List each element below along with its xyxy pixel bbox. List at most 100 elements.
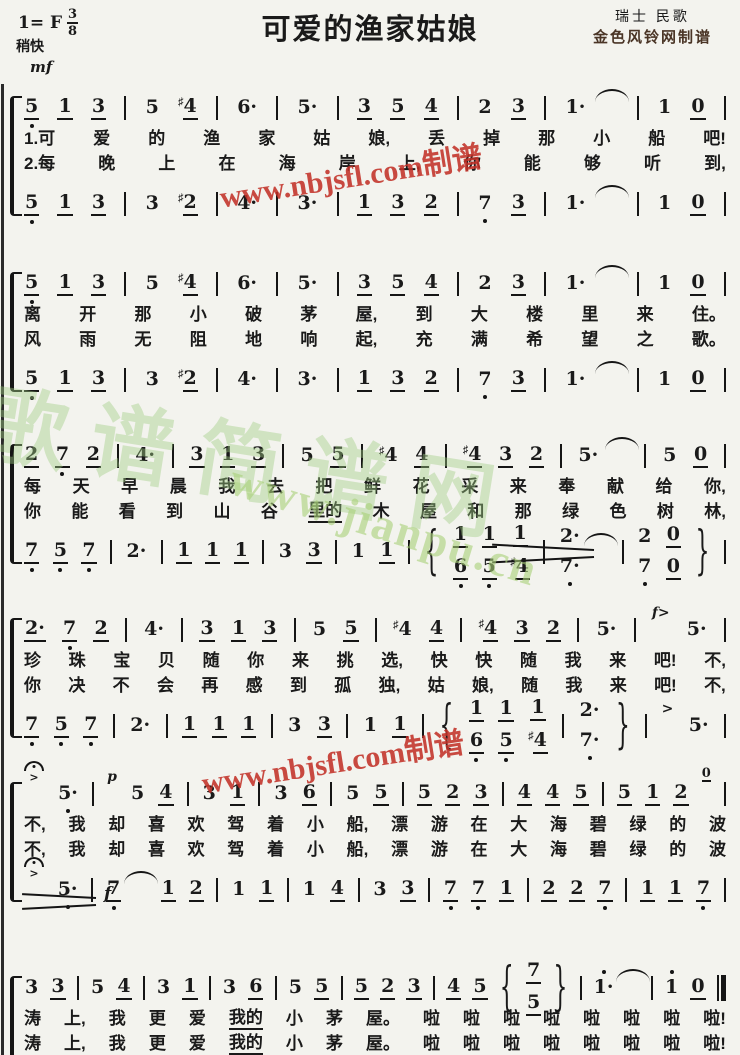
note: 1	[220, 444, 236, 468]
note-value: 7	[597, 878, 613, 902]
lyric-syllable: 爱	[188, 1009, 206, 1028]
note: 1	[351, 539, 366, 563]
note-value: 0	[665, 556, 682, 580]
note: 7	[62, 618, 78, 650]
lyric-syllable: 1.可	[24, 129, 56, 148]
barline	[723, 368, 726, 392]
system-6: 3 3 5 4 3 1 3 6 5 5 5 2 3 4 5{7 5} 1· 1 0 涛上, 我更爱我的小茅屋。啦啦啦啦啦…	[8, 958, 728, 1055]
lyric-syllable: 游	[430, 840, 448, 859]
scan-edge-line	[1, 84, 4, 1055]
note: 1·	[564, 273, 586, 295]
note: 4·	[236, 369, 258, 391]
note: 3	[390, 368, 406, 392]
note: 5	[312, 619, 327, 641]
lyric-syllable: 满	[470, 330, 488, 349]
note-value: 2	[478, 271, 492, 294]
lyric-syllable: 波	[708, 840, 726, 859]
note-value: 5	[390, 272, 406, 296]
note-value: 7	[695, 878, 712, 902]
lyrics-row: 离 开 那 小 破 茅 屋, 到 大 楼 里 来 住。	[24, 300, 726, 325]
meter-denominator: 8	[68, 24, 78, 39]
note: 2·	[559, 526, 581, 548]
lyric-syllable: 珍	[24, 651, 41, 670]
note: 1	[657, 97, 672, 119]
tie-arc	[594, 264, 629, 278]
note: 2·	[129, 715, 151, 737]
sharp-sign: ♯	[462, 444, 469, 456]
note-value: 1	[351, 539, 365, 562]
lyric-syllable: 波	[708, 815, 726, 834]
fraction-line	[67, 22, 79, 24]
note: 1	[498, 698, 514, 722]
note-value: 4	[532, 731, 548, 754]
barline	[432, 976, 435, 1000]
note: 2	[637, 526, 652, 548]
note: 1	[204, 540, 221, 564]
lyric-syllable: 每	[24, 477, 41, 496]
lyric-syllable: 你	[463, 154, 481, 173]
barline	[293, 618, 296, 642]
note-value: 5	[573, 782, 589, 806]
system-bracket	[10, 976, 22, 1055]
lyric-syllable: 小	[306, 815, 324, 834]
note: 3·	[296, 193, 318, 215]
final-barline	[716, 975, 726, 1001]
lyric-syllable: 绿	[629, 840, 647, 859]
note-value: 5	[663, 443, 677, 466]
note-value: 4	[423, 272, 439, 296]
note: 7	[597, 878, 613, 910]
lyric-syllable: 屋。	[365, 1009, 400, 1028]
note-value: 1	[302, 877, 316, 900]
sharp-sign: ♯	[528, 730, 534, 742]
barline	[543, 540, 546, 564]
lyric-syllable: 吧!	[653, 651, 677, 670]
barline	[112, 714, 115, 738]
lyric-syllable: 上,	[64, 1034, 86, 1053]
barline	[276, 192, 279, 216]
note-value: 5·	[688, 713, 709, 736]
barline	[544, 368, 547, 392]
lyric-syllable: 啦	[423, 1009, 441, 1028]
lyric-syllable: 到,	[704, 154, 726, 173]
note: 5·	[596, 619, 618, 641]
note-value: 6	[452, 556, 469, 580]
note-value: 2	[423, 192, 439, 216]
note-value: 4	[182, 273, 198, 296]
note-value: 2	[24, 444, 40, 468]
note-value: 0	[665, 524, 682, 548]
lyric-syllable: 姑	[313, 129, 331, 148]
lyric-syllable: 小	[593, 129, 611, 148]
note-value: 5	[314, 976, 330, 1000]
note-value: 5	[53, 714, 69, 738]
dynamic-f-system6: f	[104, 884, 112, 904]
lyric-syllable: 茅	[325, 1009, 343, 1028]
note: ♯4	[528, 730, 548, 754]
note-value: 5·	[297, 271, 318, 294]
note: 0	[690, 272, 706, 296]
barline	[457, 368, 460, 392]
low-octave-dot	[58, 567, 63, 572]
note-value: 3	[274, 781, 288, 804]
lyric-syllable: 孤	[334, 676, 352, 695]
lyric-syllable: 里	[581, 305, 599, 324]
barline	[124, 192, 127, 216]
barline	[723, 878, 726, 902]
barline	[76, 976, 79, 1000]
note: 1	[230, 618, 247, 642]
barline	[208, 976, 211, 1000]
note: 7	[695, 878, 712, 910]
barline	[374, 618, 377, 642]
notes-row: 5 1 3 5 ♯4 6· 5· 3 5 4 2 3 1· 1 0	[24, 88, 726, 128]
lyric-syllable: 听	[644, 154, 662, 173]
lyrics-row: 不, 我 却 喜 欢 驾 着 小 船, 漂 游 在 大 海 碧 绿 的 波	[24, 810, 726, 835]
lyric-syllable: 山	[213, 502, 231, 521]
note: 5	[24, 96, 40, 128]
note-value: 7·	[579, 728, 600, 751]
lyric-syllable: 更	[148, 1034, 166, 1053]
transcriber-label: 金色风铃网制谱	[592, 29, 712, 46]
note-value: 5	[353, 976, 369, 1000]
tie-arc	[594, 184, 629, 198]
note-value: 6	[301, 782, 317, 806]
note-value: 2	[541, 878, 557, 902]
